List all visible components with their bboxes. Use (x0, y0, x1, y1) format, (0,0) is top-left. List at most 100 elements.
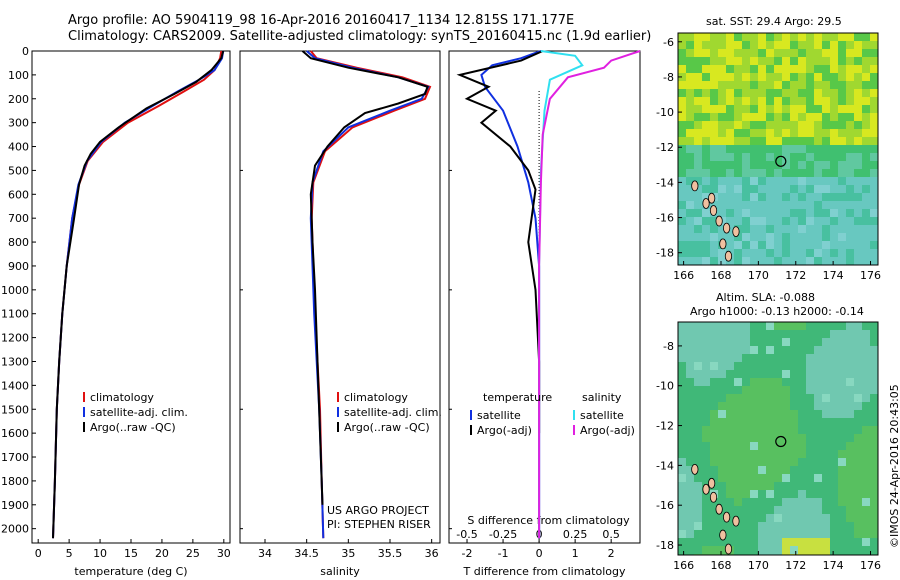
legend-title: temperature (483, 391, 552, 404)
x-tick-label: 1 (572, 547, 579, 560)
y-tick-label: 600 (8, 188, 29, 201)
x-tick-label: 35.5 (378, 547, 403, 560)
map-y-tick-label: -16 (656, 499, 674, 512)
island-shape (715, 215, 723, 227)
island-shape (724, 543, 733, 555)
legend-label: climatology (344, 391, 408, 404)
map-sst-title: sat. SST: 29.4 Argo: 29.5 (706, 15, 842, 28)
island-shape (722, 222, 731, 234)
y-tick-label: 200 (8, 93, 29, 106)
legend-label: satellite-adj. clim. (90, 406, 188, 419)
x-tick-label: 0 (35, 547, 42, 560)
island-shape (708, 477, 716, 489)
y-tick-label: 1100 (1, 308, 29, 321)
y-tick-label: 100 (8, 69, 29, 82)
project-line-1: US ARGO PROJECT (327, 504, 429, 517)
argo-position-marker (775, 435, 787, 448)
island-shape (719, 529, 727, 541)
map-x-tick-label: 176 (860, 559, 881, 572)
map-x-tick-label: 166 (673, 269, 694, 282)
header-line-2: Climatology: CARS2009. Satellite-adjuste… (68, 29, 652, 44)
x-top-axis-label: S difference from climatology (467, 514, 630, 527)
map-x-tick-label: 172 (785, 269, 806, 282)
y-tick-label: 400 (8, 141, 29, 154)
legend-label: satellite (580, 409, 624, 422)
map-panel-0: 166 168 170 172 174 176 -6 -8 -10 -12 -14 -16 -18 (656, 32, 881, 282)
x-tick-label: 30 (217, 547, 231, 560)
map-y-tick-label: -18 (656, 247, 674, 260)
map-y-tick-label: -16 (656, 212, 674, 225)
argo-position-marker (775, 155, 787, 167)
map-y-tick-label: -10 (656, 106, 674, 119)
map-y-tick-label: -10 (656, 380, 674, 393)
y-tick-label: 1900 (1, 499, 29, 512)
x-axis-label: salinity (320, 565, 360, 578)
map-x-tick-label: 168 (710, 269, 731, 282)
map-y-tick-label: -12 (656, 141, 674, 154)
legend-title: salinity (582, 391, 622, 404)
imos-stamp: ©IMOS 24-Apr-2016 20:43:05 (888, 384, 900, 548)
y-tick-label: 1200 (1, 332, 29, 345)
y-tick-label: 800 (8, 236, 29, 249)
map-x-tick-label: 174 (823, 559, 844, 572)
y-tick-label: 0 (22, 45, 29, 58)
y-tick-label: 1300 (1, 355, 29, 368)
map-x-tick-label: 174 (823, 269, 844, 282)
y-tick-label: 1500 (1, 403, 29, 416)
map-y-tick-label: -18 (656, 539, 674, 552)
island-shape (708, 192, 716, 204)
legend-label: Argo(..raw -QC) (344, 421, 430, 434)
map-y-tick-label: -8 (663, 71, 674, 84)
map-sla-title: Altim. SLA: -0.088 (716, 291, 816, 304)
x-top-tick-label: -0.25 (489, 528, 517, 541)
map-x-tick-label: 166 (673, 559, 694, 572)
legend-label: Argo(..raw -QC) (90, 421, 176, 434)
x-top-tick-label: 0.5 (602, 528, 620, 541)
legend-label: climatology (90, 391, 154, 404)
map-x-tick-label: 172 (785, 559, 806, 572)
map-panel-1: 166 168 170 172 174 176 -8 -10 -12 -14 -16 -18 (656, 321, 881, 572)
map-sla-title-2: Argo h1000: -0.13 h2000: -0.14 (690, 305, 864, 318)
island-shape (709, 205, 718, 216)
series-line-2-1 (456, 50, 544, 434)
x-tick-label: 10 (93, 547, 107, 560)
y-tick-label: 1800 (1, 475, 29, 488)
x-tick-label: 36 (425, 547, 439, 560)
legend-label: satellite-adj. clim. (344, 406, 442, 419)
legend-label: Argo(-adj) (477, 424, 532, 437)
y-tick-label: 700 (8, 212, 29, 225)
map-x-tick-label: 170 (748, 269, 769, 282)
island-shape (691, 180, 699, 192)
map-y-tick-label: -14 (656, 459, 674, 472)
y-tick-label: 300 (8, 117, 29, 130)
map-frame-1 (677, 321, 879, 556)
x-tick-label: 20 (155, 547, 169, 560)
plot-frame-2 (448, 50, 641, 544)
series-line-1-2 (301, 50, 429, 505)
x-tick-label: -1 (498, 547, 509, 560)
island-shape (732, 515, 740, 527)
map-y-tick-label: -12 (656, 420, 674, 433)
x-tick-label: 35 (341, 547, 355, 560)
map-y-tick-label: -14 (656, 176, 674, 189)
legend-label: satellite (477, 409, 521, 422)
island-shape (702, 198, 710, 209)
y-tick-label: 1400 (1, 379, 29, 392)
y-tick-label: 1700 (1, 451, 29, 464)
series-line-2-3 (538, 50, 641, 539)
x-tick-label: 0 (536, 547, 543, 560)
island-shape (724, 250, 733, 262)
island-shape (691, 463, 699, 475)
header-line-1: Argo profile: AO 5904119_98 16-Apr-2016 … (68, 13, 575, 28)
map-frame-0 (677, 32, 879, 266)
island-shape (722, 511, 731, 523)
x-top-tick-label: -0.5 (456, 528, 477, 541)
map-y-tick-label: -8 (663, 340, 674, 353)
x-tick-label: 15 (124, 547, 138, 560)
island-shape (719, 238, 727, 250)
x-axis-label: temperature (deg C) (74, 565, 187, 578)
y-tick-label: 1600 (1, 427, 29, 440)
x-tick-label: -2 (462, 547, 473, 560)
island-shape (709, 491, 718, 503)
